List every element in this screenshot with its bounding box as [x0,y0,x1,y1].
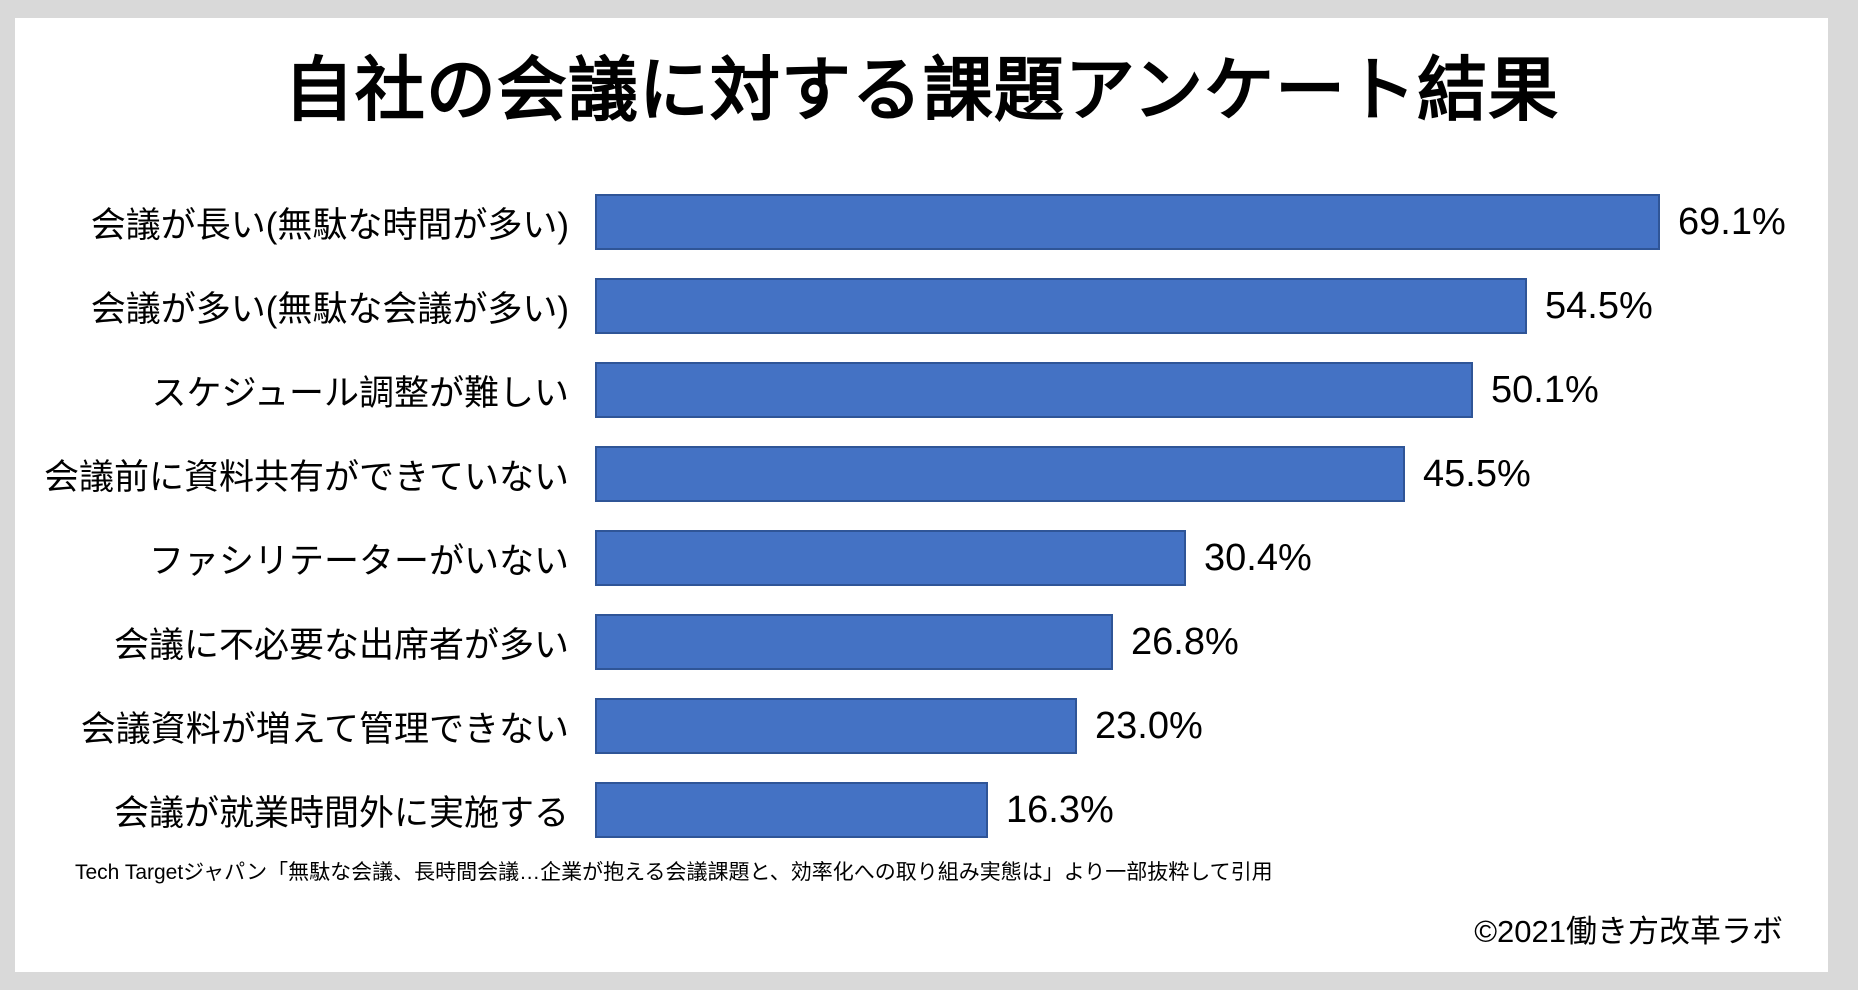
bar-row: 会議に不必要な出席者が多い 26.8% [15,600,1828,684]
copyright-label: ©2021働き方改革ラボ [1474,914,1783,949]
bar-track: 16.3% [595,782,1828,838]
bar-track: 30.4% [595,530,1828,586]
bar-track: 54.5% [595,278,1828,334]
bar-row: 会議前に資料共有ができていない 45.5% [15,432,1828,516]
chart-title: 自社の会議に対する課題アンケート結果 [283,51,1560,129]
category-label: 会議が多い(無駄な会議が多い) [90,289,569,329]
bar [595,446,1405,502]
bar [595,782,988,838]
value-label: 50.1% [1491,368,1599,411]
bar-track: 26.8% [595,614,1828,670]
bar-track: 69.1% [595,194,1828,250]
bar [595,278,1527,334]
value-label: 23.0% [1095,704,1203,747]
bar-row: 会議資料が増えて管理できない 23.0% [15,684,1828,768]
bar [595,614,1113,670]
category-label: 会議前に資料共有ができていない [43,457,569,497]
bar-row: 会議が長い(無駄な時間が多い) 69.1% [15,180,1828,264]
value-label: 54.5% [1545,284,1653,327]
category-label: 会議資料が増えて管理できない [80,709,569,749]
category-label: スケジュール調整が難しい [151,373,569,413]
category-label: ファシリテーターがいない [148,541,569,581]
bar-track: 50.1% [595,362,1828,418]
bar [595,530,1186,586]
value-label: 69.1% [1678,200,1786,243]
bar-track: 23.0% [595,698,1828,754]
bar [595,362,1473,418]
bar [595,194,1660,250]
bar [595,698,1077,754]
bar-row: 会議が多い(無駄な会議が多い) 54.5% [15,264,1828,348]
chart-canvas: 自社の会議に対する課題アンケート結果 会議が長い(無駄な時間が多い) 69.1%… [15,18,1828,972]
category-label: 会議に不必要な出席者が多い [113,625,569,665]
bar-row: ファシリテーターがいない 30.4% [15,516,1828,600]
value-label: 16.3% [1006,788,1114,831]
bar-row: スケジュール調整が難しい 50.1% [15,348,1828,432]
value-label: 30.4% [1204,536,1312,579]
bar-row: 会議が就業時間外に実施する 16.3% [15,768,1828,852]
category-label: 会議が長い(無駄な時間が多い) [90,205,569,245]
category-label: 会議が就業時間外に実施する [113,793,569,833]
value-label: 45.5% [1423,452,1531,495]
bar-track: 45.5% [595,446,1828,502]
source-note: Tech Targetジャパン「無駄な会議、長時間会議…企業が抱える会議課題と、… [75,861,1273,884]
value-label: 26.8% [1131,620,1239,663]
bar-chart: 会議が長い(無駄な時間が多い) 69.1% 会議が多い(無駄な会議が多い) 54… [15,180,1828,852]
